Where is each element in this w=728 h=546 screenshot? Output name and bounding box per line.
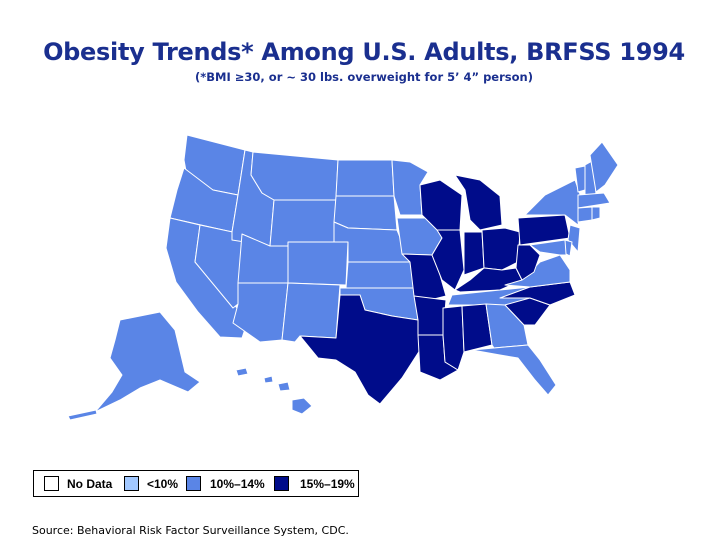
state-HI — [291, 397, 313, 415]
state-CO — [287, 241, 349, 286]
state-FL — [471, 344, 557, 396]
state-SC — [504, 297, 551, 326]
legend-swatch-no-data — [44, 476, 59, 491]
map-legend: No Data <10% 10%–14% 15%–19% — [33, 470, 359, 497]
map-title: Obesity Trends* Among U.S. Adults, BRFSS… — [43, 38, 685, 66]
state-CT — [577, 206, 593, 223]
legend-swatch-15-19 — [274, 476, 289, 491]
state-HI-islands — [235, 367, 291, 392]
state-WY — [269, 199, 337, 247]
state-MD — [529, 239, 569, 256]
state-AK-islands — [67, 409, 98, 421]
state-NJ — [567, 224, 581, 253]
map-subtitle: (*BMI ≥30, or ~ 30 lbs. overweight for 5… — [195, 70, 533, 84]
state-ME — [589, 141, 619, 193]
legend-swatch-lt10 — [124, 476, 139, 491]
state-MA — [577, 192, 611, 209]
state-SD — [333, 195, 398, 231]
state-WV — [515, 244, 541, 281]
state-DE — [564, 239, 573, 257]
state-ND — [335, 159, 395, 197]
state-AL — [461, 303, 493, 353]
legend-swatch-10-14 — [186, 476, 201, 491]
legend-label-lt10: <10% — [147, 477, 179, 491]
source-note: Source: Behavioral Risk Factor Surveilla… — [32, 524, 349, 537]
state-OH — [481, 227, 521, 271]
state-AK — [94, 311, 201, 413]
state-NM — [281, 282, 341, 343]
state-IL — [431, 229, 465, 291]
legend-label-10-14: 10%–14% — [210, 477, 265, 491]
state-MT — [250, 151, 339, 201]
legend-label-15-19: 15%–19% — [300, 477, 355, 491]
state-KS — [345, 261, 416, 289]
state-RI — [591, 206, 601, 221]
state-MI — [454, 174, 503, 231]
state-TX — [299, 294, 421, 405]
state-MS — [442, 305, 465, 371]
state-IN — [463, 231, 485, 276]
legend-label-no-data: No Data — [67, 477, 113, 491]
state-AR — [413, 295, 447, 336]
